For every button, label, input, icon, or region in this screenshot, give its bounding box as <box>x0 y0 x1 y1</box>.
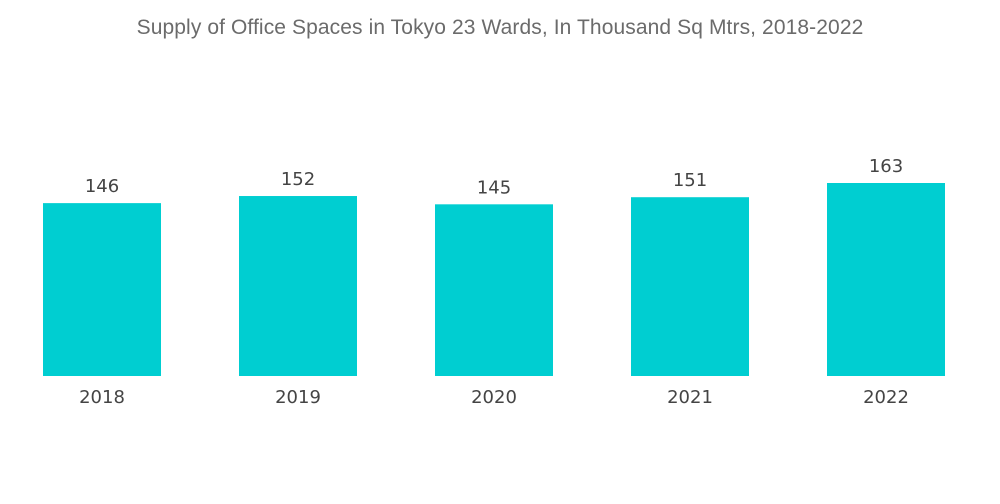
value-labels-layer: 146 152 145 151 163 <box>85 156 903 198</box>
value-label-2022: 163 <box>869 156 903 177</box>
x-tick-label-2020: 2020 <box>471 387 517 408</box>
bar-2019 <box>239 196 357 376</box>
bar-2022 <box>827 183 945 376</box>
value-label-2021: 151 <box>673 170 707 191</box>
bars-layer <box>43 183 945 376</box>
x-tick-label-2021: 2021 <box>667 387 713 408</box>
value-label-2020: 145 <box>477 177 511 198</box>
x-axis-tick-labels: 2018 2019 2020 2021 2022 <box>79 387 909 408</box>
value-label-2018: 146 <box>85 176 119 197</box>
x-tick-label-2022: 2022 <box>863 387 909 408</box>
value-label-2019: 152 <box>281 169 315 190</box>
chart-title: Supply of Office Spaces in Tokyo 23 Ward… <box>136 16 864 39</box>
x-tick-label-2019: 2019 <box>275 387 321 408</box>
bar-2018 <box>43 203 161 376</box>
bar-2021 <box>631 197 749 376</box>
x-tick-label-2018: 2018 <box>79 387 125 408</box>
bar-2020 <box>435 204 553 376</box>
